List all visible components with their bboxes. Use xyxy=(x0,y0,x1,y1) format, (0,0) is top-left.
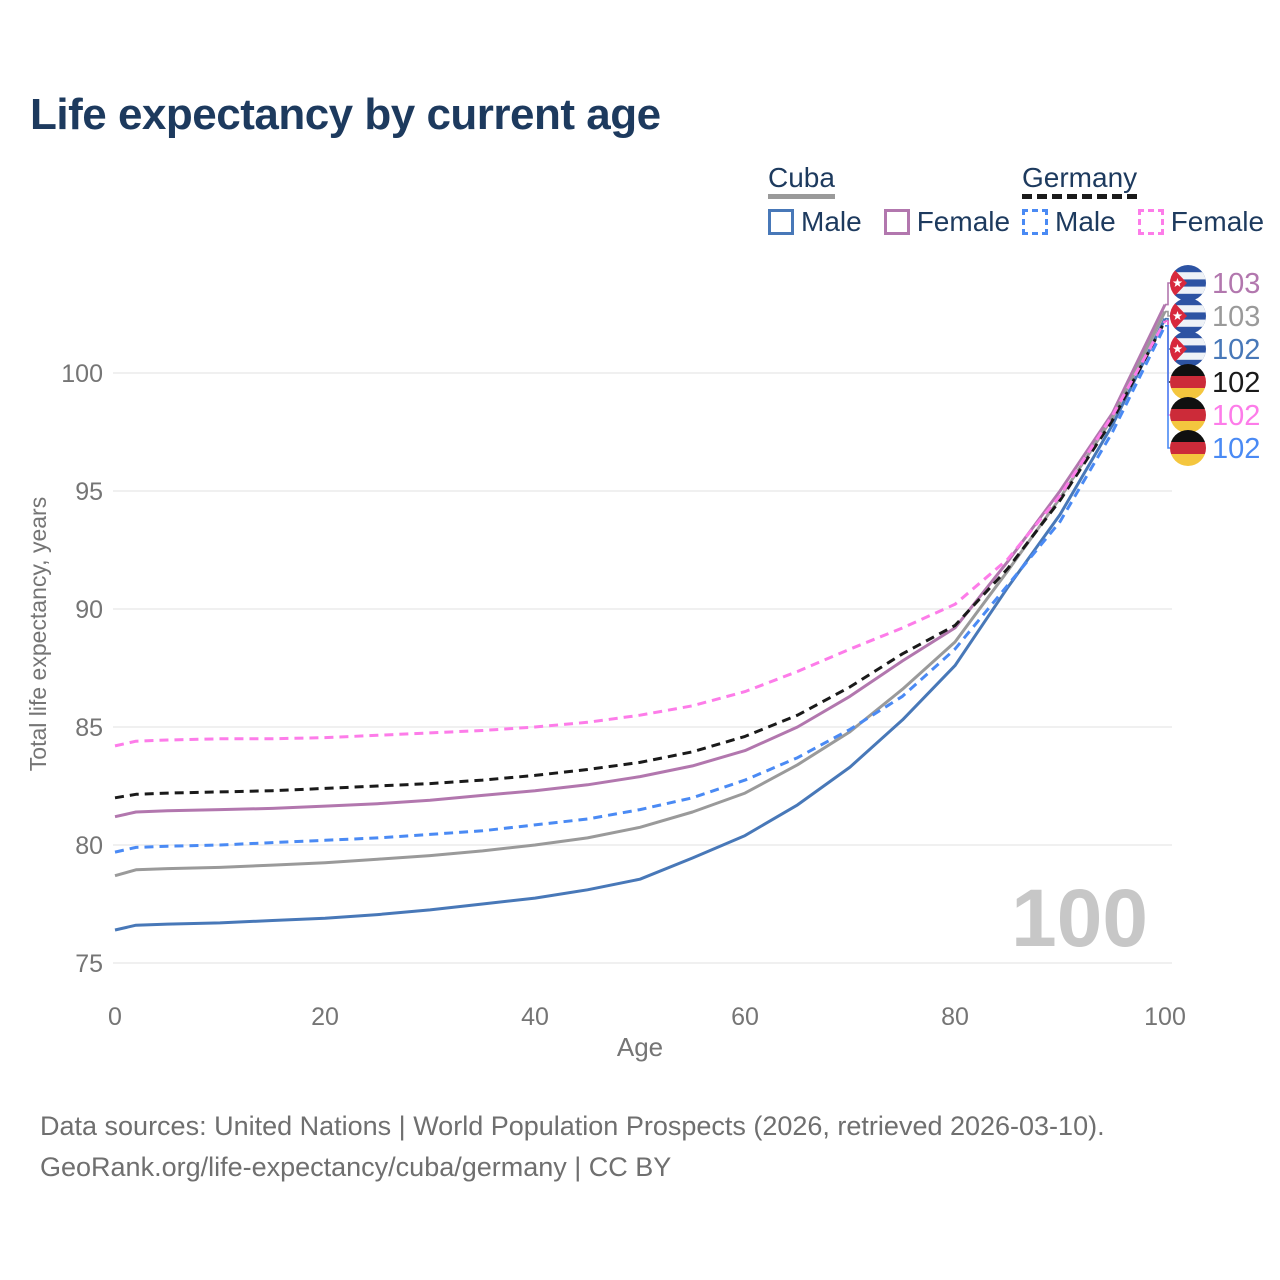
end-label-leader-line xyxy=(1165,310,1170,317)
legend-header-cuba[interactable]: Cuba xyxy=(768,163,835,200)
age-watermark: 100 xyxy=(1011,873,1148,964)
cuba-flag-icon xyxy=(1170,298,1206,334)
series-line-germany_male[interactable] xyxy=(114,325,1167,854)
series-line-cuba_male[interactable] xyxy=(114,318,1167,932)
cuba-flag-icon xyxy=(1170,331,1206,367)
germany-flag-icon xyxy=(1170,430,1206,466)
end-label-leader-line xyxy=(1165,325,1170,449)
end-label-germany_total: 102 xyxy=(1212,367,1260,399)
end-label-cuba_male: 102 xyxy=(1212,334,1260,366)
legend-swatch-cuba-male[interactable] xyxy=(768,209,794,236)
germany-flag-icon xyxy=(1170,397,1206,433)
legend-label-germany-female[interactable]: Female xyxy=(1170,206,1265,238)
x-tick-label: 80 xyxy=(941,1003,969,1031)
legend-group-cuba: Cuba Male Female xyxy=(768,163,1010,236)
y-tick-label: 100 xyxy=(61,360,103,388)
legend-group-germany: Germany Male Female xyxy=(1022,163,1264,236)
y-tick-label: 95 xyxy=(75,478,103,506)
legend-swatch-germany-female[interactable] xyxy=(1137,209,1164,236)
x-axis-title: Age xyxy=(617,1032,663,1062)
legend-swatch-germany-male[interactable] xyxy=(1022,209,1048,236)
y-axis-title: Total life expectancy, years xyxy=(25,497,51,771)
legend-label-germany-male[interactable]: Male xyxy=(1055,206,1116,238)
legend-header-germany[interactable]: Germany xyxy=(1022,163,1138,200)
series-line-cuba_female[interactable] xyxy=(114,303,1167,819)
legend-label-cuba-male[interactable]: Male xyxy=(801,206,862,238)
x-tick-label: 0 xyxy=(108,1003,122,1031)
footer-line-2: GeoRank.org/life-expectancy/cuba/germany… xyxy=(40,1152,672,1182)
end-label-cuba_total: 103 xyxy=(1212,301,1260,333)
end-label-cuba_female: 103 xyxy=(1212,268,1260,300)
end-label-leader-line xyxy=(1165,282,1170,306)
legend-swatch-cuba-female[interactable] xyxy=(883,209,910,236)
line-chart: 75 80 85 90 95 100 0 20 40 60 80 100 Age Total life e… xyxy=(25,265,1260,1062)
series-line-cuba_total[interactable] xyxy=(114,310,1167,878)
x-tick-label: 20 xyxy=(311,1003,339,1031)
x-tick-label: 40 xyxy=(521,1003,549,1031)
end-label-germany_male: 102 xyxy=(1212,433,1260,465)
y-tick-label: 85 xyxy=(75,714,103,742)
footer-line-1: Data sources: United Nations | World Pop… xyxy=(40,1111,1105,1141)
page-title: Life expectancy by current age xyxy=(30,90,661,139)
x-tick-label: 100 xyxy=(1144,1003,1186,1031)
x-tick-label: 60 xyxy=(731,1003,759,1031)
cuba-flag-icon xyxy=(1170,265,1206,301)
data-source-footer: Data sources: United Nations | World Pop… xyxy=(40,1106,1105,1188)
end-label-germany_female: 102 xyxy=(1212,400,1260,432)
y-tick-label: 90 xyxy=(75,596,103,624)
series-line-germany_total[interactable] xyxy=(114,320,1167,800)
series-line-germany_female[interactable] xyxy=(114,320,1167,748)
germany-flag-icon xyxy=(1170,364,1206,400)
y-tick-label: 80 xyxy=(75,832,103,860)
y-tick-label: 75 xyxy=(75,950,103,978)
legend-label-cuba-female[interactable]: Female xyxy=(916,206,1011,238)
